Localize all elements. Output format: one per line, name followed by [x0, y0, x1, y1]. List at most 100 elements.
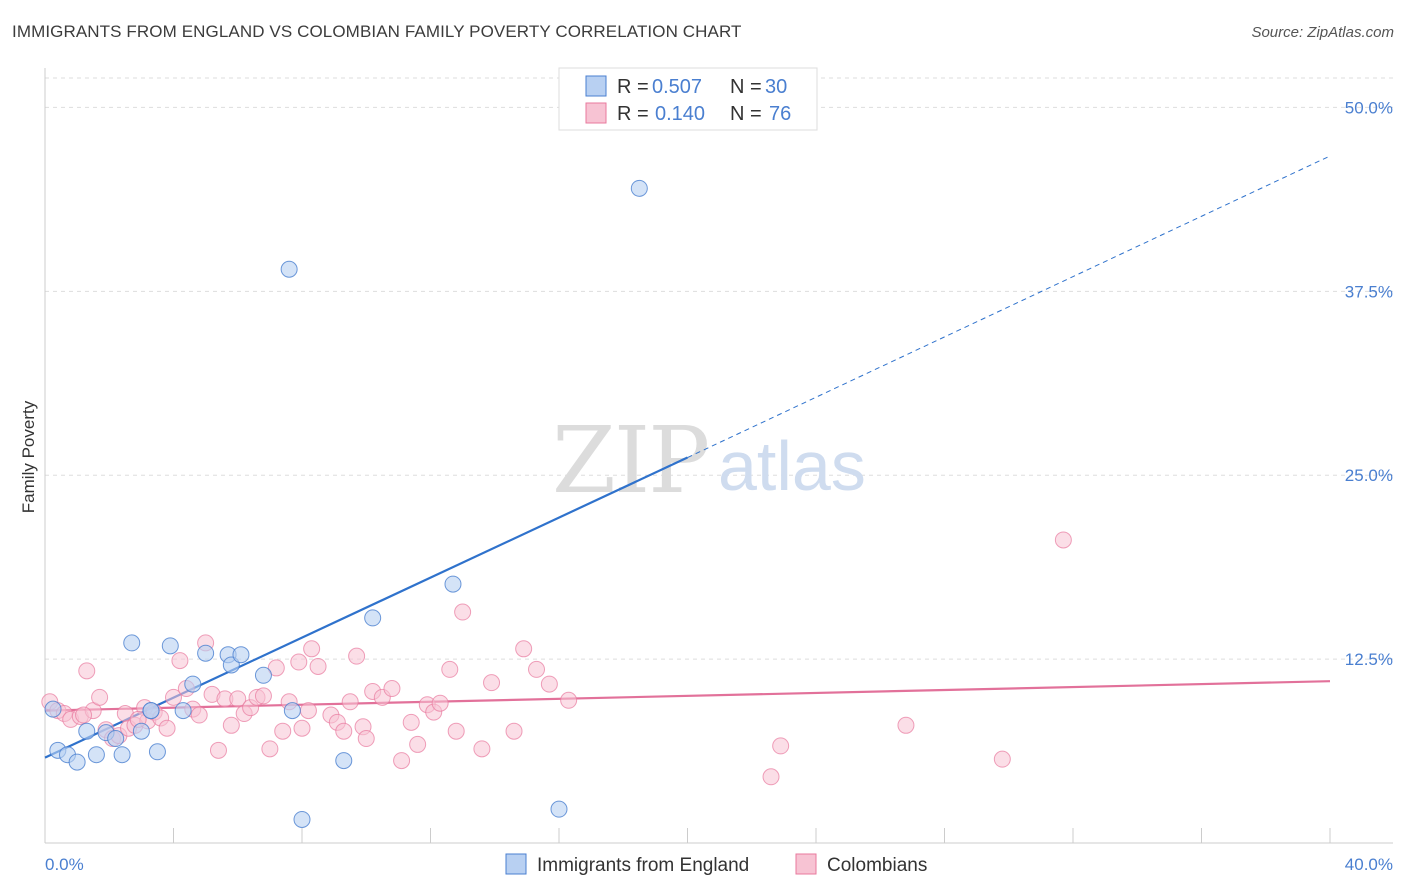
colombians-point [299, 702, 317, 720]
england-point [254, 666, 272, 684]
y-tick-label: 12.5% [1345, 650, 1393, 669]
colombians-point [309, 657, 327, 675]
bottom-legend-label-england: Immigrants from England [537, 855, 749, 876]
watermark: ZIP atlas [552, 407, 866, 514]
colombians-point [540, 675, 558, 693]
bottom-legend-label-colombians: Colombians [827, 855, 927, 876]
england-point [113, 746, 131, 764]
colombians-point [357, 730, 375, 748]
x-tick-label-max: 40.0% [1345, 855, 1393, 874]
colombians-point [528, 660, 546, 678]
colombians-point [431, 694, 449, 712]
colombians-point [1054, 531, 1072, 549]
colombians-point [454, 603, 472, 621]
colombians-point [402, 713, 420, 731]
y-tick-label: 25.0% [1345, 466, 1393, 485]
colombians-point [383, 680, 401, 698]
colombians-point [165, 688, 182, 706]
england-point [87, 746, 105, 764]
colombians-point [222, 716, 240, 734]
legend-r-value-colombians: 0.140 [655, 103, 705, 125]
colombians-point [447, 722, 465, 740]
points-layer [41, 179, 1072, 828]
england-point [293, 810, 311, 828]
england-point [335, 752, 353, 770]
colombians-point [483, 674, 501, 692]
colombians-point [335, 722, 353, 740]
colombians-point [772, 737, 790, 755]
colombians-point [209, 741, 227, 759]
england-point [132, 722, 150, 740]
colombians-point [560, 691, 578, 709]
england-point [148, 743, 166, 761]
chart-title: IMMIGRANTS FROM ENGLAND VS COLOMBIAN FAM… [12, 22, 742, 41]
england-point [78, 722, 96, 740]
colombians-point [78, 662, 96, 680]
bottom-legend-swatch-colombians [795, 853, 817, 875]
colombians-point [190, 706, 208, 724]
england-point [123, 634, 141, 652]
colombians-point [762, 768, 780, 786]
england-point [44, 700, 62, 718]
colombians-point [897, 716, 915, 734]
colombians-point [393, 752, 411, 770]
england-point [197, 644, 215, 662]
colombians-point [229, 690, 247, 708]
stats-legend: R = 0.507 N = 30 R = 0.140 N = 76 [558, 67, 818, 131]
legend-r-value-england: 0.507 [652, 76, 702, 98]
y-axis-label: Family Poverty [19, 400, 38, 513]
legend-n-value-colombians: 76 [769, 103, 791, 125]
england-point [107, 730, 125, 748]
england-point [68, 753, 86, 771]
colombians-point [303, 640, 321, 658]
colombians-point [505, 722, 523, 740]
colombians-point [158, 719, 176, 737]
colombians-point [75, 706, 93, 724]
england-point [184, 675, 202, 693]
chart-source: Source: ZipAtlas.com [1251, 24, 1394, 41]
legend-n-value-england: 30 [765, 76, 787, 98]
watermark-atlas: atlas [718, 427, 866, 505]
colombians-point [171, 652, 189, 670]
grid-layer [45, 77, 1393, 660]
colombians-point [274, 722, 292, 740]
england-point [630, 179, 648, 197]
legend-r-label-colombians: R = [617, 103, 649, 125]
x-tick-label-min: 0.0% [45, 855, 84, 874]
england-point [364, 609, 382, 627]
legend-swatch-england [585, 75, 607, 97]
bottom-legend-swatch-england [505, 853, 527, 875]
series-legend: Immigrants from England Colombians [505, 853, 927, 876]
legend-r-label-england: R = [617, 76, 649, 98]
england-point [142, 702, 160, 720]
england-point [174, 702, 192, 720]
colombians-trend-line [44, 680, 1331, 712]
colombians-point [91, 688, 109, 706]
legend-n-label-colombians: N = [730, 103, 762, 125]
colombians-point [261, 740, 279, 758]
legend-n-label-england: N = [730, 76, 762, 98]
colombians-point [341, 693, 359, 711]
england-point [444, 575, 462, 593]
england-point [161, 637, 179, 655]
axes-layer [44, 68, 1393, 844]
england-point [283, 702, 301, 720]
colombians-point [473, 740, 491, 758]
colombians-point [290, 653, 308, 671]
colombians-point [254, 687, 272, 705]
colombians-point [515, 640, 533, 658]
england-trend-extension [687, 155, 1331, 459]
england-point [550, 800, 568, 818]
colombians-point [293, 719, 311, 737]
colombians-point [993, 750, 1011, 768]
colombians-point [267, 659, 285, 677]
england-point [280, 260, 298, 278]
england-point [232, 646, 250, 664]
y-tick-label: 37.5% [1345, 282, 1393, 301]
colombians-point [409, 735, 427, 753]
colombians-point [441, 660, 459, 678]
legend-swatch-colombians [585, 102, 607, 124]
y-tick-label: 50.0% [1345, 98, 1393, 117]
watermark-zip: ZIP [552, 407, 708, 514]
